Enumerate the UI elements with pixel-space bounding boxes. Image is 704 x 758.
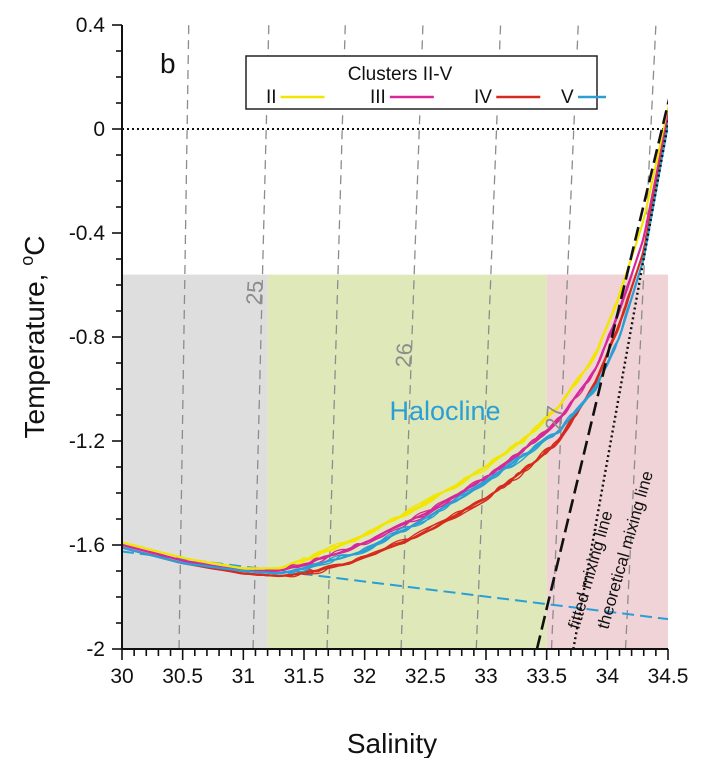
y-axis-title-degree: o [17,256,37,266]
mixing-line-1 [535,98,668,649]
x-tick-label: 30.5 [162,665,203,688]
y-tick-label: -1.2 [69,430,105,453]
legend-label-II: II [266,87,277,108]
x-tick-label: 32 [353,665,376,688]
x-axis-title: Salinity [347,728,437,758]
legend-box [245,55,598,110]
x-tick-label: 34 [596,665,620,688]
y-axis-title: Temperature, oC [17,236,50,439]
x-tick-label: 31.5 [284,665,325,688]
axes: 30 30.5 31 31.5 32 32.5 33 33.5 34 34.5 -2 -1.6 -1.2… [69,14,689,688]
panel-label: b [160,48,176,79]
series-line-IV-trace-2 [122,117,668,578]
y-tick-label: 0.4 [76,14,106,37]
legend-label-V: V [561,87,574,108]
x-tick-label: 33.5 [526,665,567,688]
legend: Clusters II-V II III IV V [245,55,606,110]
y-axis-title-main: Temperature, [19,266,50,439]
series-line-II-trace-3 [122,106,668,570]
isopycnal-label-27: 27 [541,405,568,431]
x-tick-label: 33 [474,665,497,688]
legend-label-IV: IV [474,87,492,108]
y-tick-label: -0.8 [69,326,105,349]
y-tick-label: -2 [86,638,105,661]
x-tick-label: 31 [232,665,255,688]
chart-labels: 25 26 27 [241,280,568,431]
isopycnal-label-25: 25 [241,280,268,306]
y-tick-label: -1.6 [69,534,105,557]
x-tick-label: 34.5 [648,665,689,688]
legend-label-III: III [370,87,386,108]
series-line-IV-trace-3 [122,118,668,577]
isopycnal-label-26: 26 [391,342,418,368]
y-axis-title-unit: C [19,236,50,256]
halocline-label: Halocline [389,396,500,426]
y-tick-label: -0.4 [69,222,106,245]
legend-title: Clusters II-V [348,64,453,85]
x-tick-label: 32.5 [405,665,446,688]
shaded-region-1 [122,274,268,649]
x-tick-label: 30 [110,665,133,688]
series-line-V-trace-3 [122,120,668,575]
y-tick-label: 0 [93,118,105,141]
